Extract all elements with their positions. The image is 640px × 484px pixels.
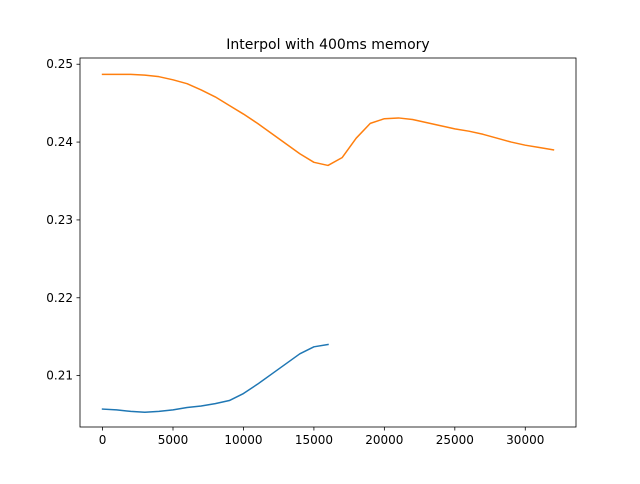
plot-frame — [79, 57, 577, 428]
x-tick-label: 10000 — [224, 433, 262, 447]
x-tick-label: 15000 — [295, 433, 333, 447]
y-tick-label: 0.21 — [46, 369, 73, 383]
series-line-1 — [101, 343, 329, 413]
y-tick-label: 0.23 — [46, 213, 73, 227]
x-tick-label: 30000 — [506, 433, 544, 447]
x-tick-label: 5000 — [158, 433, 189, 447]
chart-title: Interpol with 400ms memory — [226, 37, 429, 53]
x-tick-label: 0 — [99, 433, 107, 447]
y-tick-label: 0.22 — [46, 291, 73, 305]
y-axis: 0.21 0.22 0.23 0.24 0.25 — [46, 57, 80, 383]
x-tick-label: 20000 — [365, 433, 403, 447]
series-line-2 — [101, 73, 555, 167]
x-tick-label: 25000 — [436, 433, 474, 447]
y-tick-label: 0.25 — [46, 57, 73, 71]
series-layer — [101, 73, 555, 413]
x-axis: 0 5000 10000 15000 20000 25000 30000 — [99, 427, 544, 447]
y-tick-label: 0.24 — [46, 135, 73, 149]
